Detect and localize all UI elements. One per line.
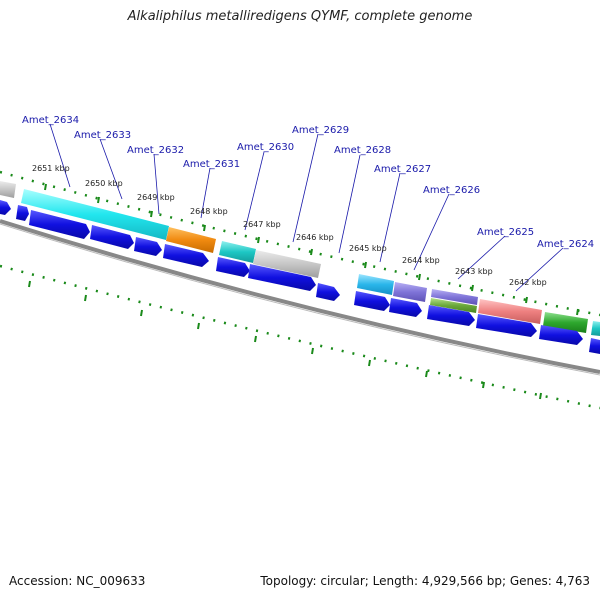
gene-label[interactable]: Amet_2633 (74, 130, 131, 141)
gene-label[interactable]: Amet_2631 (183, 159, 240, 170)
cds-arrows (0, 200, 600, 354)
gene-bar-grey (253, 250, 321, 278)
gene-bar-olive (430, 298, 477, 313)
cds-arrow (248, 264, 316, 291)
gene-bar-purple-2 (431, 289, 478, 305)
cds-arrow (354, 291, 390, 311)
cds-arrow (589, 338, 600, 354)
gene-bar-orange (166, 227, 216, 253)
genome-title: Alkaliphilus metalliredigens QYMF, compl… (127, 9, 473, 24)
cds-arrow (316, 283, 340, 301)
gene-bar-sky (357, 274, 394, 295)
gene-bar-cyan (21, 189, 169, 240)
kbp-labels: 2651 kbp 2650 kbp 2649 kbp 2648 kbp 2647… (32, 164, 547, 287)
kbp-label: 2647 kbp (243, 220, 281, 229)
outer-tick-ring (0, 170, 600, 317)
cds-arrow (216, 257, 250, 277)
kbp-label: 2651 kbp (32, 164, 70, 173)
gene-bar-grey-edge (0, 181, 16, 198)
kbp-label: 2643 kbp (455, 267, 493, 276)
gene-label[interactable]: Amet_2632 (127, 145, 184, 156)
kbp-label: 2642 kbp (509, 278, 547, 287)
gene-bar-pink (478, 299, 542, 324)
cds-arrow (16, 205, 29, 221)
kbp-label: 2645 kbp (349, 244, 387, 253)
gene-label[interactable]: Amet_2628 (334, 145, 391, 156)
cds-arrow (0, 200, 11, 215)
gene-label[interactable]: Amet_2625 (477, 227, 534, 238)
cds-arrow (427, 305, 475, 326)
kbp-label: 2644 kbp (402, 256, 440, 265)
gene-labels: Amet_2634 Amet_2633 Amet_2632 Amet_2631 … (22, 115, 594, 250)
genome-backbone (0, 219, 600, 374)
gene-bar-teal (219, 241, 256, 263)
gene-leader-lines (49, 123, 564, 292)
gene-bar-purple-1 (393, 282, 427, 302)
cds-arrow (90, 225, 134, 249)
gene-label[interactable]: Amet_2629 (292, 125, 349, 136)
gene-feature-bars (0, 181, 600, 336)
inner-tick-ring (0, 264, 600, 410)
gene-label[interactable]: Amet_2627 (374, 164, 431, 175)
cds-arrow (389, 298, 422, 317)
kbp-label: 2646 kbp (296, 233, 334, 242)
cds-arrow (476, 314, 537, 337)
gene-label[interactable]: Amet_2634 (22, 115, 79, 126)
genome-backbone-shadow (0, 223, 600, 376)
gene-bar-teal-edge (591, 321, 600, 336)
cds-arrow (539, 325, 583, 345)
gene-label[interactable]: Amet_2626 (423, 185, 480, 196)
gene-label[interactable]: Amet_2630 (237, 142, 294, 153)
kbp-major-ticks (28, 183, 579, 400)
cds-arrow (134, 237, 162, 256)
cds-arrow (29, 210, 90, 239)
accession-text: Accession: NC_009633 (9, 574, 146, 588)
genome-stats-text: Topology: circular; Length: 4,929,566 bp… (260, 574, 590, 588)
kbp-label: 2650 kbp (85, 179, 123, 188)
cds-arrow (163, 244, 209, 267)
gene-label[interactable]: Amet_2624 (537, 239, 594, 250)
kbp-label: 2649 kbp (137, 193, 175, 202)
kbp-label: 2648 kbp (190, 207, 228, 216)
